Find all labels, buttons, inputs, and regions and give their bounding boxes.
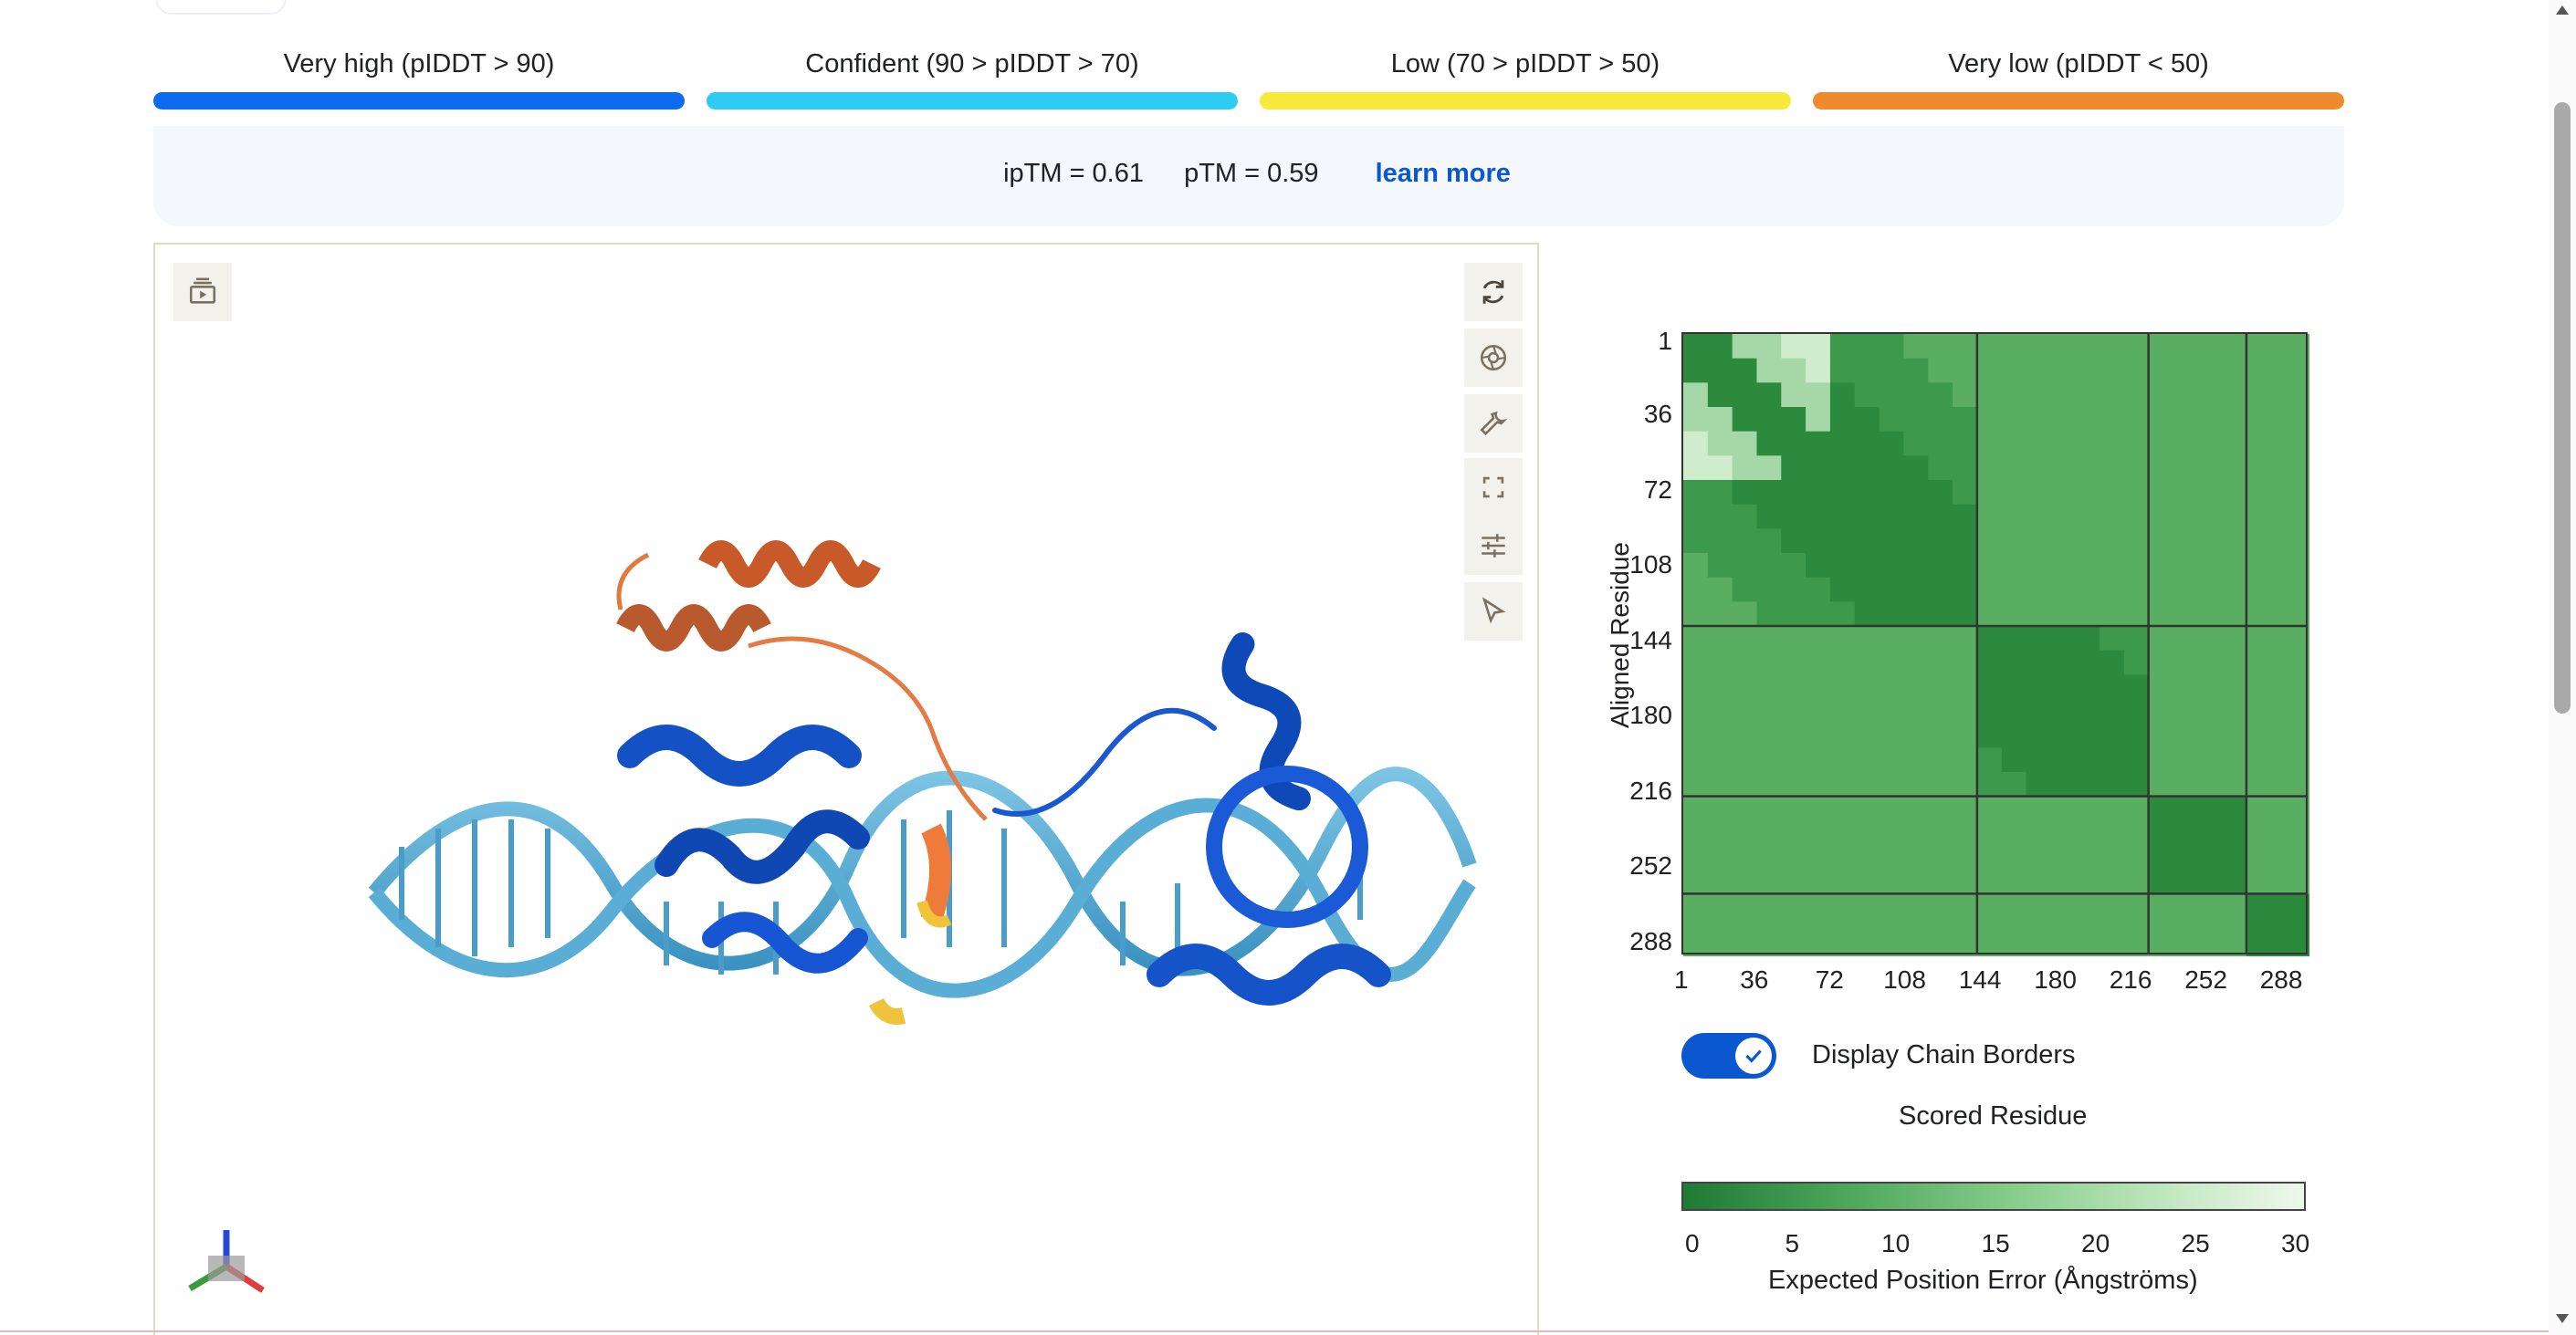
pae-y-tick: 36 xyxy=(1643,400,1672,429)
legend-bar xyxy=(153,92,685,110)
legend-very-high: Very high (pIDDT > 90) xyxy=(153,47,685,113)
select-mode-button[interactable] xyxy=(1464,582,1523,641)
pae-y-tick: 1 xyxy=(1658,327,1672,355)
pae-x-tick: 288 xyxy=(2259,965,2303,994)
pae-x-tick: 108 xyxy=(1883,965,1926,994)
chain-borders-toggle[interactable] xyxy=(1681,1033,1776,1079)
chain-borders-label: Display Chain Borders xyxy=(1812,1040,2076,1069)
pae-y-tick: 216 xyxy=(1629,776,1672,805)
legend-low: Low (70 > pIDDT > 50) xyxy=(1260,47,1791,113)
protein-helix-low-confidence xyxy=(616,540,988,1025)
legend-bar xyxy=(1813,92,2344,110)
screenshot-icon xyxy=(1480,344,1507,371)
reset-camera-button[interactable] xyxy=(1464,263,1523,321)
pae-colorbar xyxy=(1681,1182,2306,1211)
screenshot-button[interactable] xyxy=(1464,329,1523,387)
colorbar-tick: 5 xyxy=(1785,1229,1800,1257)
legend-bar xyxy=(1260,92,1791,110)
protein-chain-a xyxy=(617,631,1391,1006)
legend-label: Low (70 > pIDDT > 50) xyxy=(1390,49,1660,78)
pae-y-tick: 144 xyxy=(1629,625,1672,654)
pae-x-tick: 180 xyxy=(2034,965,2077,994)
pae-y-tick: 108 xyxy=(1629,550,1672,579)
scrollbar-thumb[interactable] xyxy=(2554,102,2571,714)
plddt-legend: Very high (pIDDT > 90) Confident (90 > p… xyxy=(153,47,2344,113)
scroll-up-icon[interactable] xyxy=(2556,5,2569,15)
select-mode-icon xyxy=(1482,597,1506,624)
legend-confident: Confident (90 > pIDDT > 70) xyxy=(707,47,1238,113)
colorbar-tick: 20 xyxy=(2081,1229,2110,1257)
confidence-metrics: ipTM = 0.61 pTM = 0.59 learn more xyxy=(153,126,2344,226)
settings-button[interactable] xyxy=(1464,394,1523,453)
pae-x-tick: 216 xyxy=(2109,965,2152,994)
legend-bar xyxy=(707,92,1238,110)
pae-x-tick: 144 xyxy=(1958,965,2002,994)
molecule-render[interactable] xyxy=(155,245,1539,1335)
pae-x-tick: 72 xyxy=(1815,965,1844,994)
pae-y-tick: 288 xyxy=(1629,926,1672,955)
structure-viewer[interactable] xyxy=(153,243,1539,1335)
pae-plot: Aligned Residue 1 36 72 108 144 180 216 252 288 … xyxy=(1579,310,2401,1314)
legend-label: Very low (pIDDT < 50) xyxy=(1948,49,2209,78)
toggle-knob xyxy=(1735,1038,1772,1074)
sequence-panel-icon xyxy=(189,277,216,304)
controls-button[interactable] xyxy=(1464,516,1523,575)
colorbar-tick: 30 xyxy=(2281,1229,2310,1257)
top-pill xyxy=(155,0,287,15)
pae-x-tick: 36 xyxy=(1740,965,1769,994)
axes-gizmo xyxy=(188,1230,265,1293)
colorbar-tick: 25 xyxy=(2181,1229,2210,1257)
pae-x-axis-label: Scored Residue xyxy=(1899,1101,2088,1131)
pae-heatmap[interactable] xyxy=(1681,332,2309,956)
pae-x-tick: 1 xyxy=(1674,965,1689,994)
pae-y-tick: 252 xyxy=(1629,851,1672,881)
colorbar-tick: 15 xyxy=(1981,1229,2010,1257)
pae-frame xyxy=(1681,332,2308,954)
pae-y-tick: 180 xyxy=(1629,701,1672,730)
controls-icon xyxy=(1482,534,1505,558)
learn-more-link[interactable]: learn more xyxy=(1375,159,1511,188)
iptm-value: ipTM = 0.61 xyxy=(1003,159,1144,188)
scroll-down-icon[interactable] xyxy=(2556,1314,2569,1323)
pae-x-tick: 252 xyxy=(2184,965,2227,994)
page-bottom-border xyxy=(0,1330,2549,1332)
legend-very-low: Very low (pIDDT < 50) xyxy=(1813,47,2344,113)
colorbar-tick: 10 xyxy=(1881,1229,1911,1257)
colorbar-title: Expected Position Error (Ångströms) xyxy=(1768,1266,2198,1295)
fullscreen-button[interactable] xyxy=(1464,458,1523,516)
settings-wrench-icon xyxy=(1480,411,1508,436)
fullscreen-icon xyxy=(1482,476,1504,498)
legend-label: Very high (pIDDT > 90) xyxy=(283,49,555,78)
sequence-panel-button[interactable] xyxy=(173,263,232,321)
legend-label: Confident (90 > pIDDT > 70) xyxy=(805,49,1139,78)
page-scrollbar[interactable] xyxy=(2549,0,2576,1335)
check-icon xyxy=(1745,1049,1762,1063)
pae-y-tick: 72 xyxy=(1643,475,1672,504)
ptm-value: pTM = 0.59 xyxy=(1184,159,1319,188)
colorbar-tick: 0 xyxy=(1685,1229,1700,1257)
reset-camera-icon xyxy=(1482,280,1504,304)
